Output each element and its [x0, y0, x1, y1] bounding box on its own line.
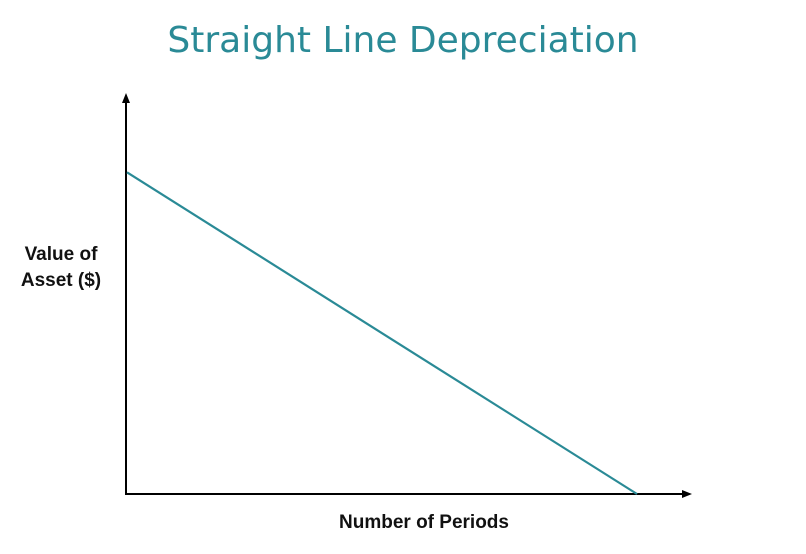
chart-title: Straight Line Depreciation — [167, 20, 639, 61]
y-axis-label-line-1: Value of — [24, 244, 98, 265]
x-axis-arrowhead — [682, 490, 692, 498]
y-axis-label: Value of Asset ($) — [6, 242, 116, 294]
depreciation-line-series-0 — [126, 171, 638, 495]
series-layer — [126, 171, 638, 495]
x-axis-label: Number of Periods — [339, 512, 509, 533]
axes — [122, 93, 692, 498]
y-axis-label-line-2: Asset ($) — [20, 270, 102, 291]
y-axis-arrowhead — [122, 93, 130, 103]
